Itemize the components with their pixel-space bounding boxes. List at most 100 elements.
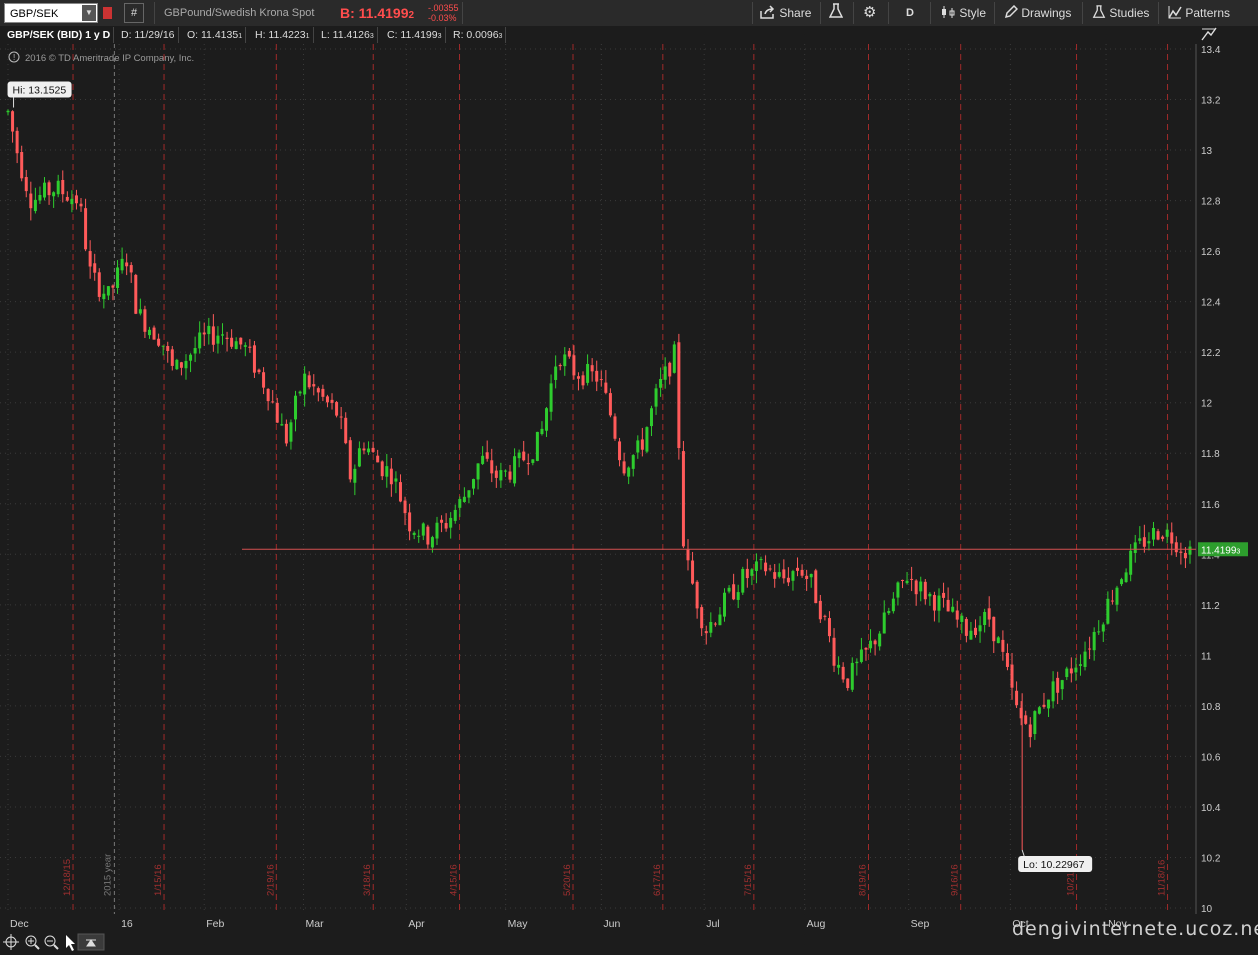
patterns-button[interactable]: Patterns <box>1168 3 1230 23</box>
candle-body <box>745 568 749 579</box>
change-value: -.00355 <box>428 3 459 13</box>
candle-body <box>307 375 311 388</box>
info-icon-glyph: ! <box>13 53 15 62</box>
expiration-label: 8/19/16 <box>857 864 868 896</box>
candle-body <box>111 285 115 288</box>
candle-body <box>535 431 539 461</box>
candle-body <box>636 440 640 453</box>
symbol-input[interactable]: GBP/SEK ▼ <box>4 3 98 23</box>
candle-body <box>768 568 772 570</box>
info-high: H: 11.42231 <box>252 27 314 43</box>
candle-body <box>576 376 580 379</box>
zoom-out-icon[interactable] <box>44 935 59 950</box>
candle-body <box>471 479 475 489</box>
grid-lines <box>0 44 1196 914</box>
candle-body <box>599 379 603 381</box>
style-button[interactable]: Style <box>940 3 986 23</box>
candle-body <box>444 523 448 529</box>
info-range-value: R: 0.0096 <box>453 29 499 41</box>
candle-body <box>759 559 763 561</box>
info-close-value: C: 11.4199 <box>387 29 438 41</box>
info-close-sub: 3 <box>437 33 442 40</box>
candle-body <box>499 470 503 481</box>
symbol-dropdown-icon[interactable]: ▼ <box>82 5 96 21</box>
chart-plot-area <box>0 44 1196 932</box>
style-label: Style <box>959 6 987 20</box>
share-button[interactable]: Share <box>760 3 811 23</box>
candle-body <box>1010 664 1014 688</box>
candle-body <box>613 416 617 439</box>
candle-body <box>1001 639 1005 652</box>
link-color-icon[interactable] <box>103 7 112 19</box>
info-icon <box>8 51 20 63</box>
candle-body <box>713 623 717 625</box>
candle-body <box>494 470 498 478</box>
hash-button[interactable]: # <box>124 3 144 23</box>
candle-body <box>1188 546 1192 555</box>
candle-body <box>540 428 544 435</box>
candle-body <box>522 451 526 461</box>
candle-body <box>887 611 891 614</box>
candle-body <box>1120 579 1124 585</box>
expiration-label: 3/18/16 <box>362 864 373 896</box>
candle-body <box>312 384 316 387</box>
candle-body <box>266 388 270 402</box>
flask-button[interactable] <box>828 3 844 23</box>
y-tick-label: 11.8 <box>1201 449 1220 460</box>
candle-body <box>727 587 731 592</box>
candle-body <box>960 615 964 622</box>
drawings-button[interactable]: Drawings <box>1004 3 1071 23</box>
candle-body <box>20 152 24 179</box>
candle-body <box>691 560 695 584</box>
candle-body <box>257 369 261 373</box>
share-icon <box>760 5 775 19</box>
gear-button[interactable]: ⚙ <box>863 3 876 23</box>
candle-body <box>608 393 612 416</box>
candle-body <box>389 468 393 485</box>
candle-body <box>791 571 795 581</box>
chart-title: GBP/SEK (BID) 1 y D <box>4 27 115 43</box>
candle-body <box>1028 724 1032 738</box>
candle-body <box>430 537 434 548</box>
candle-body <box>1019 707 1023 719</box>
candle-body <box>677 342 681 449</box>
candle-body <box>718 614 722 626</box>
candle-body <box>1065 668 1069 677</box>
candle-body <box>79 203 83 207</box>
divider <box>820 2 821 24</box>
y-tick-label: 11 <box>1201 651 1212 662</box>
candle-body <box>179 362 183 368</box>
candle-body <box>686 549 690 561</box>
studies-label: Studies <box>1109 6 1150 20</box>
candle-body <box>1074 667 1078 673</box>
candle-body <box>74 195 78 204</box>
candle-body <box>65 196 69 201</box>
candles-icon <box>942 6 955 18</box>
candle-body <box>1151 527 1155 540</box>
crosshair-icon[interactable] <box>3 934 19 950</box>
candle-body <box>590 365 594 372</box>
aggregation-button[interactable]: D <box>906 7 914 19</box>
divider <box>994 2 995 24</box>
studies-button[interactable]: Studies <box>1092 3 1149 23</box>
price-chart[interactable]: 12/18/15 1/15/16 2/19/16 3/18/16 4/15/16 5/20… <box>0 44 1258 952</box>
info-low: L: 11.41263 <box>318 27 378 43</box>
pointer-icon[interactable] <box>66 935 75 951</box>
candle-body <box>70 198 74 205</box>
net-change: -.00355 -0.03% <box>428 3 459 23</box>
y-tick-label: 10.6 <box>1201 752 1221 763</box>
y-tick-label: 12.8 <box>1201 197 1221 208</box>
candle-body <box>622 461 626 474</box>
candle-body <box>955 610 959 620</box>
candle-body <box>786 577 790 583</box>
chart-bottom-tools <box>0 932 300 952</box>
symbol-text: GBP/SEK <box>10 8 59 20</box>
candle-body <box>873 640 877 645</box>
candle-body <box>937 595 941 611</box>
candle-body <box>380 461 384 477</box>
low-label-bg <box>1018 855 1093 872</box>
zoom-icon[interactable] <box>25 935 40 950</box>
candle-body <box>827 618 831 637</box>
candle-body <box>129 265 133 273</box>
chart-settings-icon[interactable] <box>1200 26 1220 44</box>
